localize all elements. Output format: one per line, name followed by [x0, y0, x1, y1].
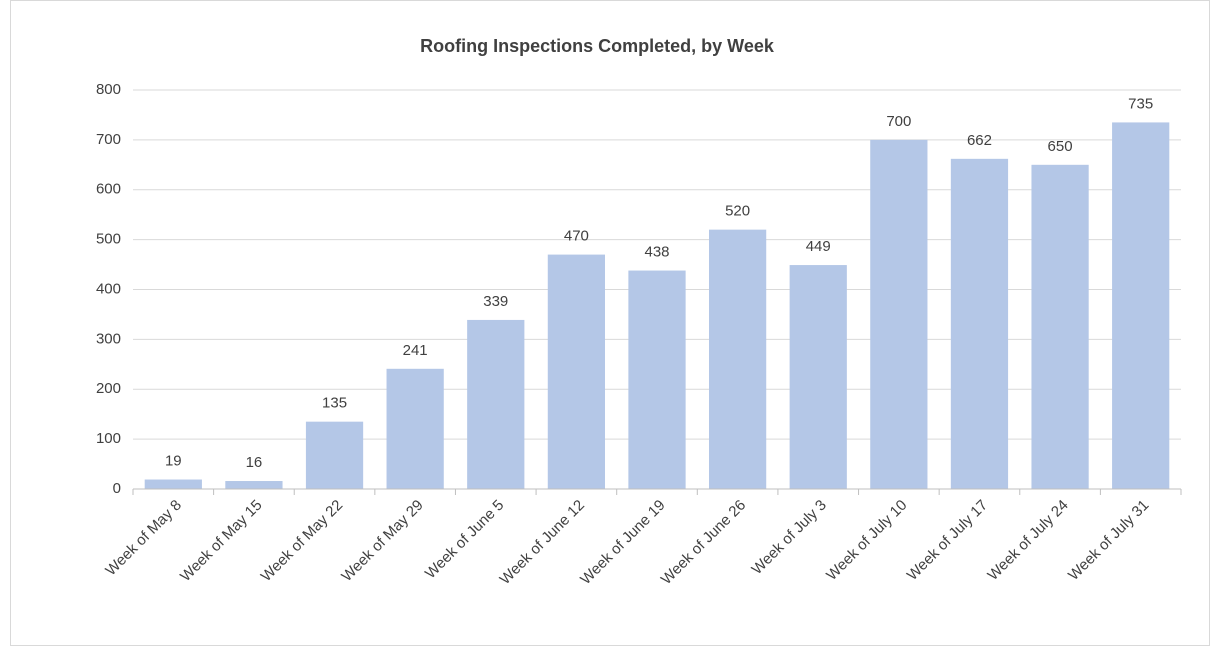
y-tick-label: 500 — [96, 231, 121, 248]
y-tick-label: 400 — [96, 280, 121, 297]
data-label: 520 — [725, 203, 750, 220]
bar — [225, 481, 283, 489]
bar — [628, 270, 686, 489]
bar — [547, 254, 606, 489]
y-tick-label: 100 — [96, 430, 121, 447]
y-tick-label: 600 — [96, 181, 121, 198]
bar — [1112, 122, 1170, 489]
bar — [789, 265, 847, 489]
y-tick-label: 800 — [96, 81, 121, 98]
data-label: 449 — [806, 238, 831, 255]
bar — [1031, 164, 1089, 489]
bar — [950, 158, 1009, 489]
y-tick-label: 300 — [96, 330, 121, 347]
bar — [305, 421, 364, 489]
data-label: 241 — [403, 342, 428, 359]
data-label: 16 — [246, 454, 263, 471]
chart-title: Roofing Inspections Completed, by Week — [420, 36, 775, 56]
bar — [870, 139, 928, 489]
data-label: 662 — [967, 132, 992, 149]
y-tick-label: 200 — [96, 380, 121, 397]
y-tick-label: 0 — [113, 480, 121, 497]
data-label: 650 — [1048, 138, 1073, 155]
data-label: 700 — [886, 113, 911, 130]
bar — [386, 368, 444, 489]
data-label: 339 — [483, 293, 508, 310]
bar — [708, 229, 767, 489]
data-label: 438 — [644, 244, 669, 261]
bar — [144, 479, 202, 489]
bar — [467, 319, 525, 489]
chart-border — [10, 0, 1210, 646]
data-label: 19 — [165, 452, 182, 469]
y-tick-label: 700 — [96, 131, 121, 148]
data-label: 735 — [1128, 95, 1153, 112]
data-label: 135 — [322, 395, 347, 412]
data-label: 470 — [564, 228, 589, 245]
